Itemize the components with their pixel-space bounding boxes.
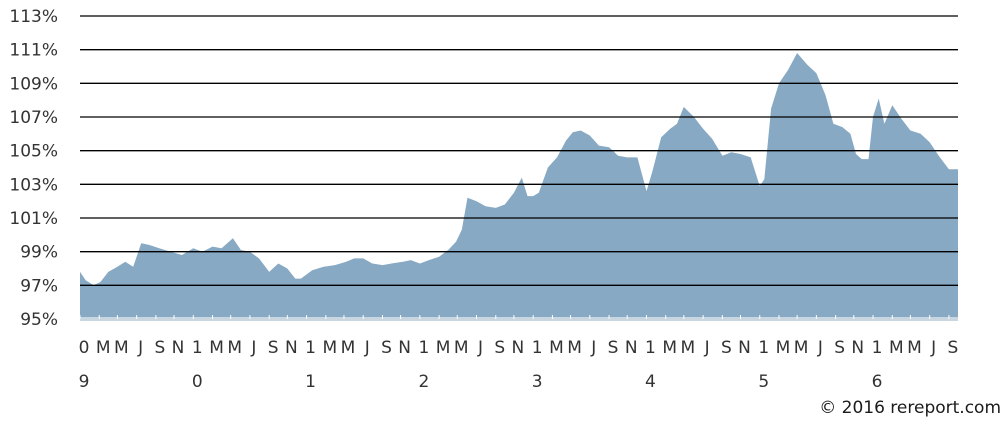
y-tick-label: 113% — [9, 7, 58, 27]
x-month-label: S — [948, 338, 959, 358]
x-month-label: S — [721, 338, 732, 358]
x-month-label: M — [227, 338, 242, 358]
x-month-label: S — [381, 338, 392, 358]
copyright-text: © 2016 rereport.com — [819, 398, 1001, 418]
x-year-label: 5 — [758, 372, 769, 392]
x-month-label: J — [590, 338, 596, 358]
x-month-label: N — [285, 338, 298, 358]
x-month-label: 1 — [192, 338, 203, 358]
x-year-label: 0 — [192, 372, 203, 392]
x-month-label: 1 — [645, 338, 656, 358]
x-year-label: 6 — [872, 372, 883, 392]
y-tick-label: 103% — [9, 175, 58, 195]
x-month-label: M — [323, 338, 338, 358]
x-month-label: S — [608, 338, 619, 358]
area-series-0 — [80, 53, 958, 319]
x-month-label: S — [268, 338, 279, 358]
x-month-label: J — [250, 338, 256, 358]
x-year-label: 3 — [532, 372, 543, 392]
x-month-label: M — [776, 338, 791, 358]
x-month-label: 0 — [79, 338, 90, 358]
x-month-label: 1 — [532, 338, 543, 358]
x-month-label: J — [477, 338, 483, 358]
x-month-label: J — [930, 338, 936, 358]
y-tick-label: 101% — [9, 209, 58, 229]
x-month-label: 1 — [418, 338, 429, 358]
x-year-label: 4 — [645, 372, 656, 392]
x-month-label: M — [96, 338, 111, 358]
x-month-label: 1 — [758, 338, 769, 358]
x-month-label: N — [172, 338, 185, 358]
x-month-label: M — [114, 338, 129, 358]
x-year-label: 9 — [79, 372, 90, 392]
x-month-label: M — [567, 338, 582, 358]
x-month-label: M — [889, 338, 904, 358]
x-month-label: J — [137, 338, 143, 358]
x-year-label: 2 — [418, 372, 429, 392]
y-tick-label: 97% — [20, 276, 58, 296]
y-tick-label: 107% — [9, 108, 58, 128]
x-month-label: M — [454, 338, 469, 358]
x-month-label: N — [851, 338, 864, 358]
x-month-label: M — [681, 338, 696, 358]
x-month-label: M — [436, 338, 451, 358]
y-tick-label: 111% — [9, 41, 58, 61]
y-tick-label: 99% — [20, 243, 58, 263]
x-month-label: 1 — [305, 338, 316, 358]
x-month-label: J — [704, 338, 710, 358]
x-year-label: 1 — [305, 372, 316, 392]
x-month-label: N — [512, 338, 525, 358]
y-tick-label: 95% — [20, 310, 58, 330]
x-month-label: N — [738, 338, 751, 358]
x-month-label: M — [907, 338, 922, 358]
x-month-label: S — [834, 338, 845, 358]
x-month-label: M — [662, 338, 677, 358]
x-month-label: M — [341, 338, 356, 358]
y-tick-label: 105% — [9, 142, 58, 162]
x-month-label: J — [817, 338, 823, 358]
x-month-label: J — [364, 338, 370, 358]
x-month-label: M — [794, 338, 809, 358]
x-month-label: S — [155, 338, 166, 358]
x-month-label: M — [549, 338, 564, 358]
y-tick-label: 109% — [9, 74, 58, 94]
x-month-label: S — [494, 338, 505, 358]
x-month-label: N — [625, 338, 638, 358]
x-month-label: M — [209, 338, 224, 358]
x-month-label: N — [398, 338, 411, 358]
x-month-label: 1 — [872, 338, 883, 358]
